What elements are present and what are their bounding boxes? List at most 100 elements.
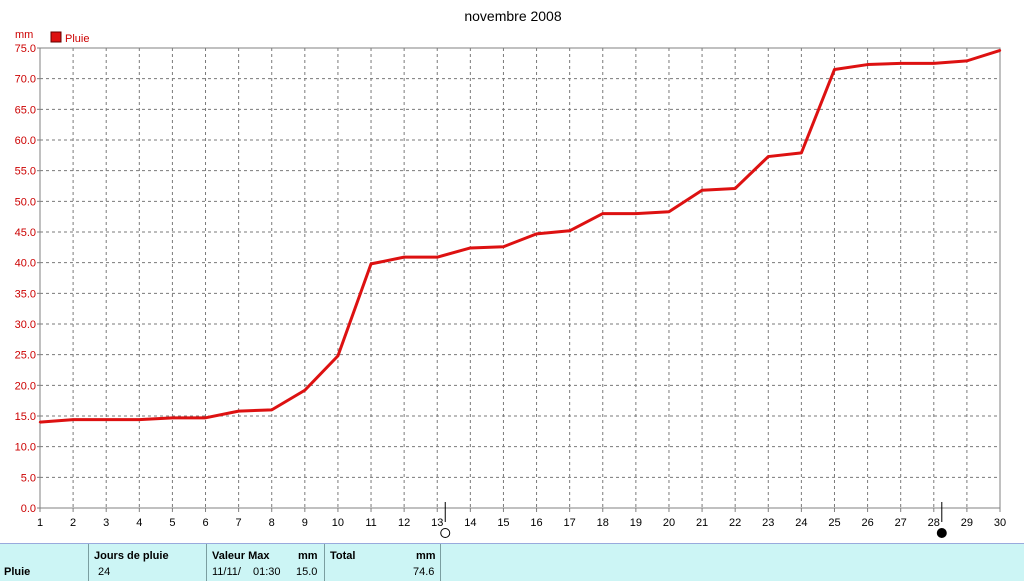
- y-axis-unit: mm: [15, 29, 33, 41]
- max-value-date: 11/11/: [212, 566, 241, 578]
- x-tick-label: 24: [795, 517, 807, 529]
- data-point: [767, 155, 770, 158]
- x-tick-label: 21: [696, 517, 708, 529]
- data-point: [138, 418, 141, 421]
- max-value-unit: mm: [298, 550, 318, 562]
- data-point: [568, 229, 571, 232]
- x-tick-label: 11: [365, 517, 376, 529]
- y-tick-label: 65.0: [15, 104, 36, 116]
- total-unit: mm: [416, 550, 436, 562]
- x-tick-label: 4: [136, 517, 142, 529]
- data-point: [700, 189, 704, 192]
- series-line-pluie: [39, 49, 1001, 424]
- full-moon-icon: [440, 528, 451, 538]
- data-point: [833, 68, 836, 71]
- data-point: [105, 418, 108, 421]
- x-tick-label: 20: [663, 517, 675, 529]
- data-point: [932, 62, 935, 65]
- max-value-time: 01:30: [253, 566, 281, 578]
- legend-label: Pluie: [65, 33, 89, 45]
- x-tick-label: 3: [103, 517, 109, 529]
- y-axis: 0.0 5.0 10.0 15.0 20.0 25.0 30.0 35.0 40.0 45.0 50…: [15, 43, 40, 515]
- x-tick-label: 7: [236, 517, 242, 529]
- y-tick-label: 40.0: [15, 258, 36, 270]
- data-point: [667, 210, 671, 213]
- x-tick-label: 25: [828, 517, 840, 529]
- x-tick-label: 28: [928, 517, 940, 529]
- x-tick-label: 9: [302, 517, 308, 529]
- data-point: [965, 59, 969, 63]
- data-point: [535, 232, 538, 236]
- y-tick-label: 20.0: [15, 380, 36, 392]
- x-tick-label: 30: [994, 517, 1006, 529]
- data-point: [237, 409, 240, 413]
- moon-phase-markers: [440, 502, 947, 538]
- data-point: [71, 418, 75, 421]
- y-tick-label: 15.0: [15, 411, 36, 423]
- stats-divider: [440, 544, 441, 581]
- y-tick-label: 75.0: [15, 43, 36, 55]
- x-tick-label: 10: [332, 517, 344, 529]
- x-tick-label: 22: [729, 517, 741, 529]
- stats-divider: [88, 544, 89, 581]
- y-tick-label: 35.0: [15, 288, 36, 300]
- data-point: [369, 262, 373, 266]
- data-point: [733, 187, 737, 190]
- x-tick-label: 1: [37, 517, 43, 529]
- data-point: [336, 354, 340, 358]
- x-tick-label: 6: [202, 517, 208, 529]
- data-point: [38, 420, 42, 424]
- x-tick-label: 17: [564, 517, 576, 529]
- x-tick-label: 14: [464, 517, 476, 529]
- x-tick-label: 5: [169, 517, 175, 529]
- x-tick-label: 27: [895, 517, 907, 529]
- x-axis: 1 2 3 4 5 6 7 8 9 10 11 12 13 14 15 16 17 18 19 20 21 22 23 24 2…: [37, 508, 1006, 529]
- data-point: [303, 389, 307, 392]
- data-point: [800, 151, 803, 155]
- y-tick-label: 10.0: [15, 442, 36, 454]
- stats-divider: [324, 544, 325, 581]
- stats-table: Pluie Jours de pluie 24 Valeur Max mm 11…: [0, 543, 1024, 581]
- data-point: [899, 62, 902, 65]
- plot-frame: [39, 47, 1001, 509]
- x-tick-label: 2: [70, 517, 76, 529]
- y-tick-label: 50.0: [15, 196, 36, 208]
- y-tick-label: 70.0: [15, 74, 36, 86]
- rain-days-value: 24: [98, 566, 111, 578]
- y-tick-label: 25.0: [15, 350, 36, 362]
- x-tick-label: 19: [630, 517, 642, 529]
- total-value: 74.6: [413, 566, 435, 578]
- data-point: [634, 212, 638, 215]
- x-tick-label: 16: [530, 517, 542, 529]
- legend-swatch: [50, 31, 62, 43]
- data-point: [469, 246, 472, 250]
- max-value-header: Valeur Max: [212, 550, 270, 562]
- series-layer: [38, 49, 1002, 424]
- x-tick-label: 23: [762, 517, 774, 529]
- total-header: Total: [330, 550, 356, 562]
- x-tick-label: 13: [431, 517, 443, 529]
- y-tick-label: 5.0: [21, 472, 36, 484]
- grid: [40, 48, 1000, 508]
- stats-divider: [206, 544, 207, 581]
- data-point: [402, 255, 406, 259]
- data-point: [601, 212, 604, 215]
- data-point: [171, 416, 174, 420]
- x-tick-label: 8: [269, 517, 275, 529]
- new-moon-icon: [936, 528, 947, 538]
- y-tick-label: 60.0: [15, 135, 36, 147]
- y-tick-label: 30.0: [15, 319, 36, 331]
- chart-title: novembre 2008: [464, 8, 562, 24]
- x-tick-label: 12: [398, 517, 410, 529]
- data-point: [204, 416, 207, 420]
- x-tick-label: 29: [961, 517, 973, 529]
- data-point: [866, 63, 869, 66]
- y-tick-label: 55.0: [15, 166, 36, 178]
- rain-days-header: Jours de pluie: [94, 550, 169, 562]
- x-tick-label: 18: [597, 517, 609, 529]
- x-tick-label: 26: [861, 517, 873, 529]
- y-tick-label: 45.0: [15, 227, 36, 239]
- stats-row-label: Pluie: [4, 566, 31, 578]
- data-point: [998, 49, 1002, 52]
- data-point: [436, 255, 439, 259]
